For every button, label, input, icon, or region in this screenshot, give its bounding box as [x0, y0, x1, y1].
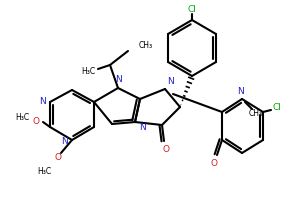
Text: H₃C: H₃C — [81, 67, 95, 75]
Text: CH₃: CH₃ — [139, 41, 153, 51]
Text: H₃C: H₃C — [37, 167, 51, 176]
Text: O: O — [163, 145, 170, 154]
Text: O: O — [211, 160, 218, 169]
Text: CH₃: CH₃ — [249, 109, 263, 118]
Text: O: O — [55, 153, 62, 163]
Text: Cl: Cl — [188, 6, 196, 14]
Text: N: N — [39, 96, 45, 105]
Text: N: N — [61, 137, 68, 146]
Text: O: O — [32, 118, 40, 126]
Text: N: N — [140, 123, 146, 133]
Text: Cl: Cl — [273, 103, 281, 112]
Text: N: N — [116, 75, 122, 84]
Text: N: N — [237, 86, 243, 95]
Text: N: N — [168, 78, 174, 86]
Text: H₃C: H₃C — [15, 113, 29, 122]
